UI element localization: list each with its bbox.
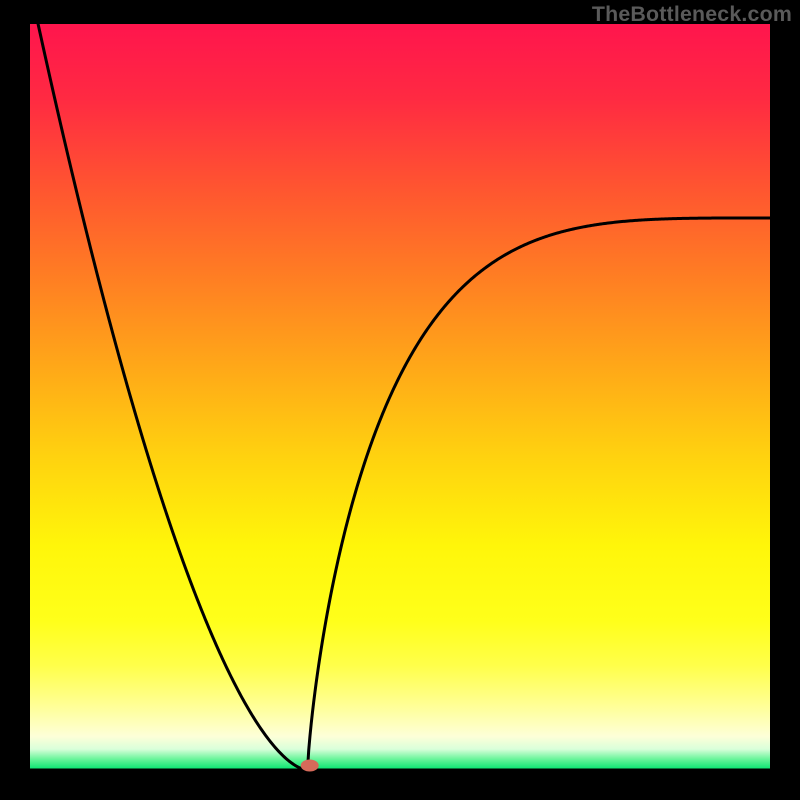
- plot-gradient-background: [30, 24, 770, 770]
- optimum-marker: [301, 760, 319, 772]
- watermark-text: TheBottleneck.com: [592, 2, 792, 27]
